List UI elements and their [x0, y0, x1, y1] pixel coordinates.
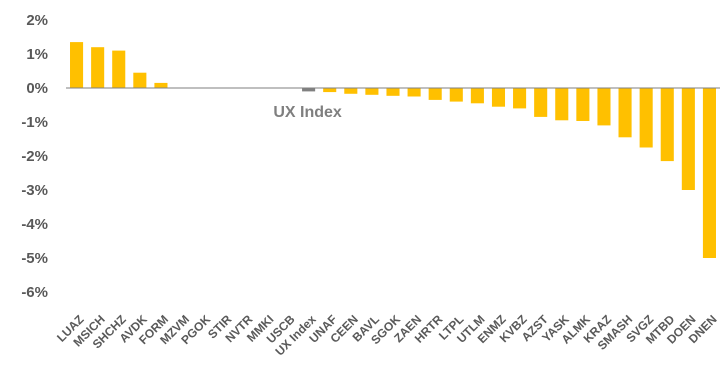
bar-zaen	[407, 88, 421, 97]
y-tick-label: -6%	[21, 284, 48, 301]
bar-luaz	[70, 42, 84, 88]
bar-smash	[618, 88, 632, 138]
bars	[70, 42, 716, 258]
bar-avdk	[133, 72, 147, 88]
bar-utlm	[470, 88, 484, 104]
category-labels: LUAZMSICHSHCHZAVDKFORMMZVMPGOKSTIRNVTRMM…	[54, 312, 720, 359]
y-tick-label: 0%	[26, 80, 48, 97]
bar-kvbz	[513, 88, 527, 109]
bar-enmz	[491, 88, 506, 107]
y-tick-label: -4%	[21, 216, 48, 233]
bar-azst	[534, 88, 548, 117]
y-tick-label: -3%	[21, 182, 48, 199]
bar-ux-index	[302, 88, 316, 92]
bar-bavl	[365, 88, 379, 95]
y-tick-label: -2%	[21, 148, 48, 165]
y-tick-label: -1%	[21, 114, 48, 131]
bar-sgok	[386, 88, 400, 96]
bar-mtbd	[660, 88, 674, 162]
y-tick-label: -5%	[21, 250, 48, 267]
y-tick-label: 2%	[26, 12, 48, 29]
ux-index-annotation: UX Index	[273, 104, 342, 121]
y-axis-ticks: 2% 1% 0% -1% -2% -3% -4% -5% -6%	[21, 12, 48, 301]
bar-kraz	[597, 88, 611, 126]
y-tick-label: 1%	[26, 46, 48, 63]
bar-hrtr	[428, 88, 442, 100]
bar-form	[154, 82, 168, 88]
bar-yask	[555, 88, 569, 121]
bar-ceen	[344, 88, 358, 94]
bar-dnen	[702, 88, 716, 258]
bar-svgz	[639, 88, 653, 148]
bar-unaf	[323, 88, 337, 93]
bar-shchz	[112, 50, 126, 88]
bar-ltpl	[449, 88, 463, 102]
bar-msich	[91, 47, 105, 88]
bar-almk	[576, 88, 590, 121]
bar-doen	[681, 88, 695, 190]
